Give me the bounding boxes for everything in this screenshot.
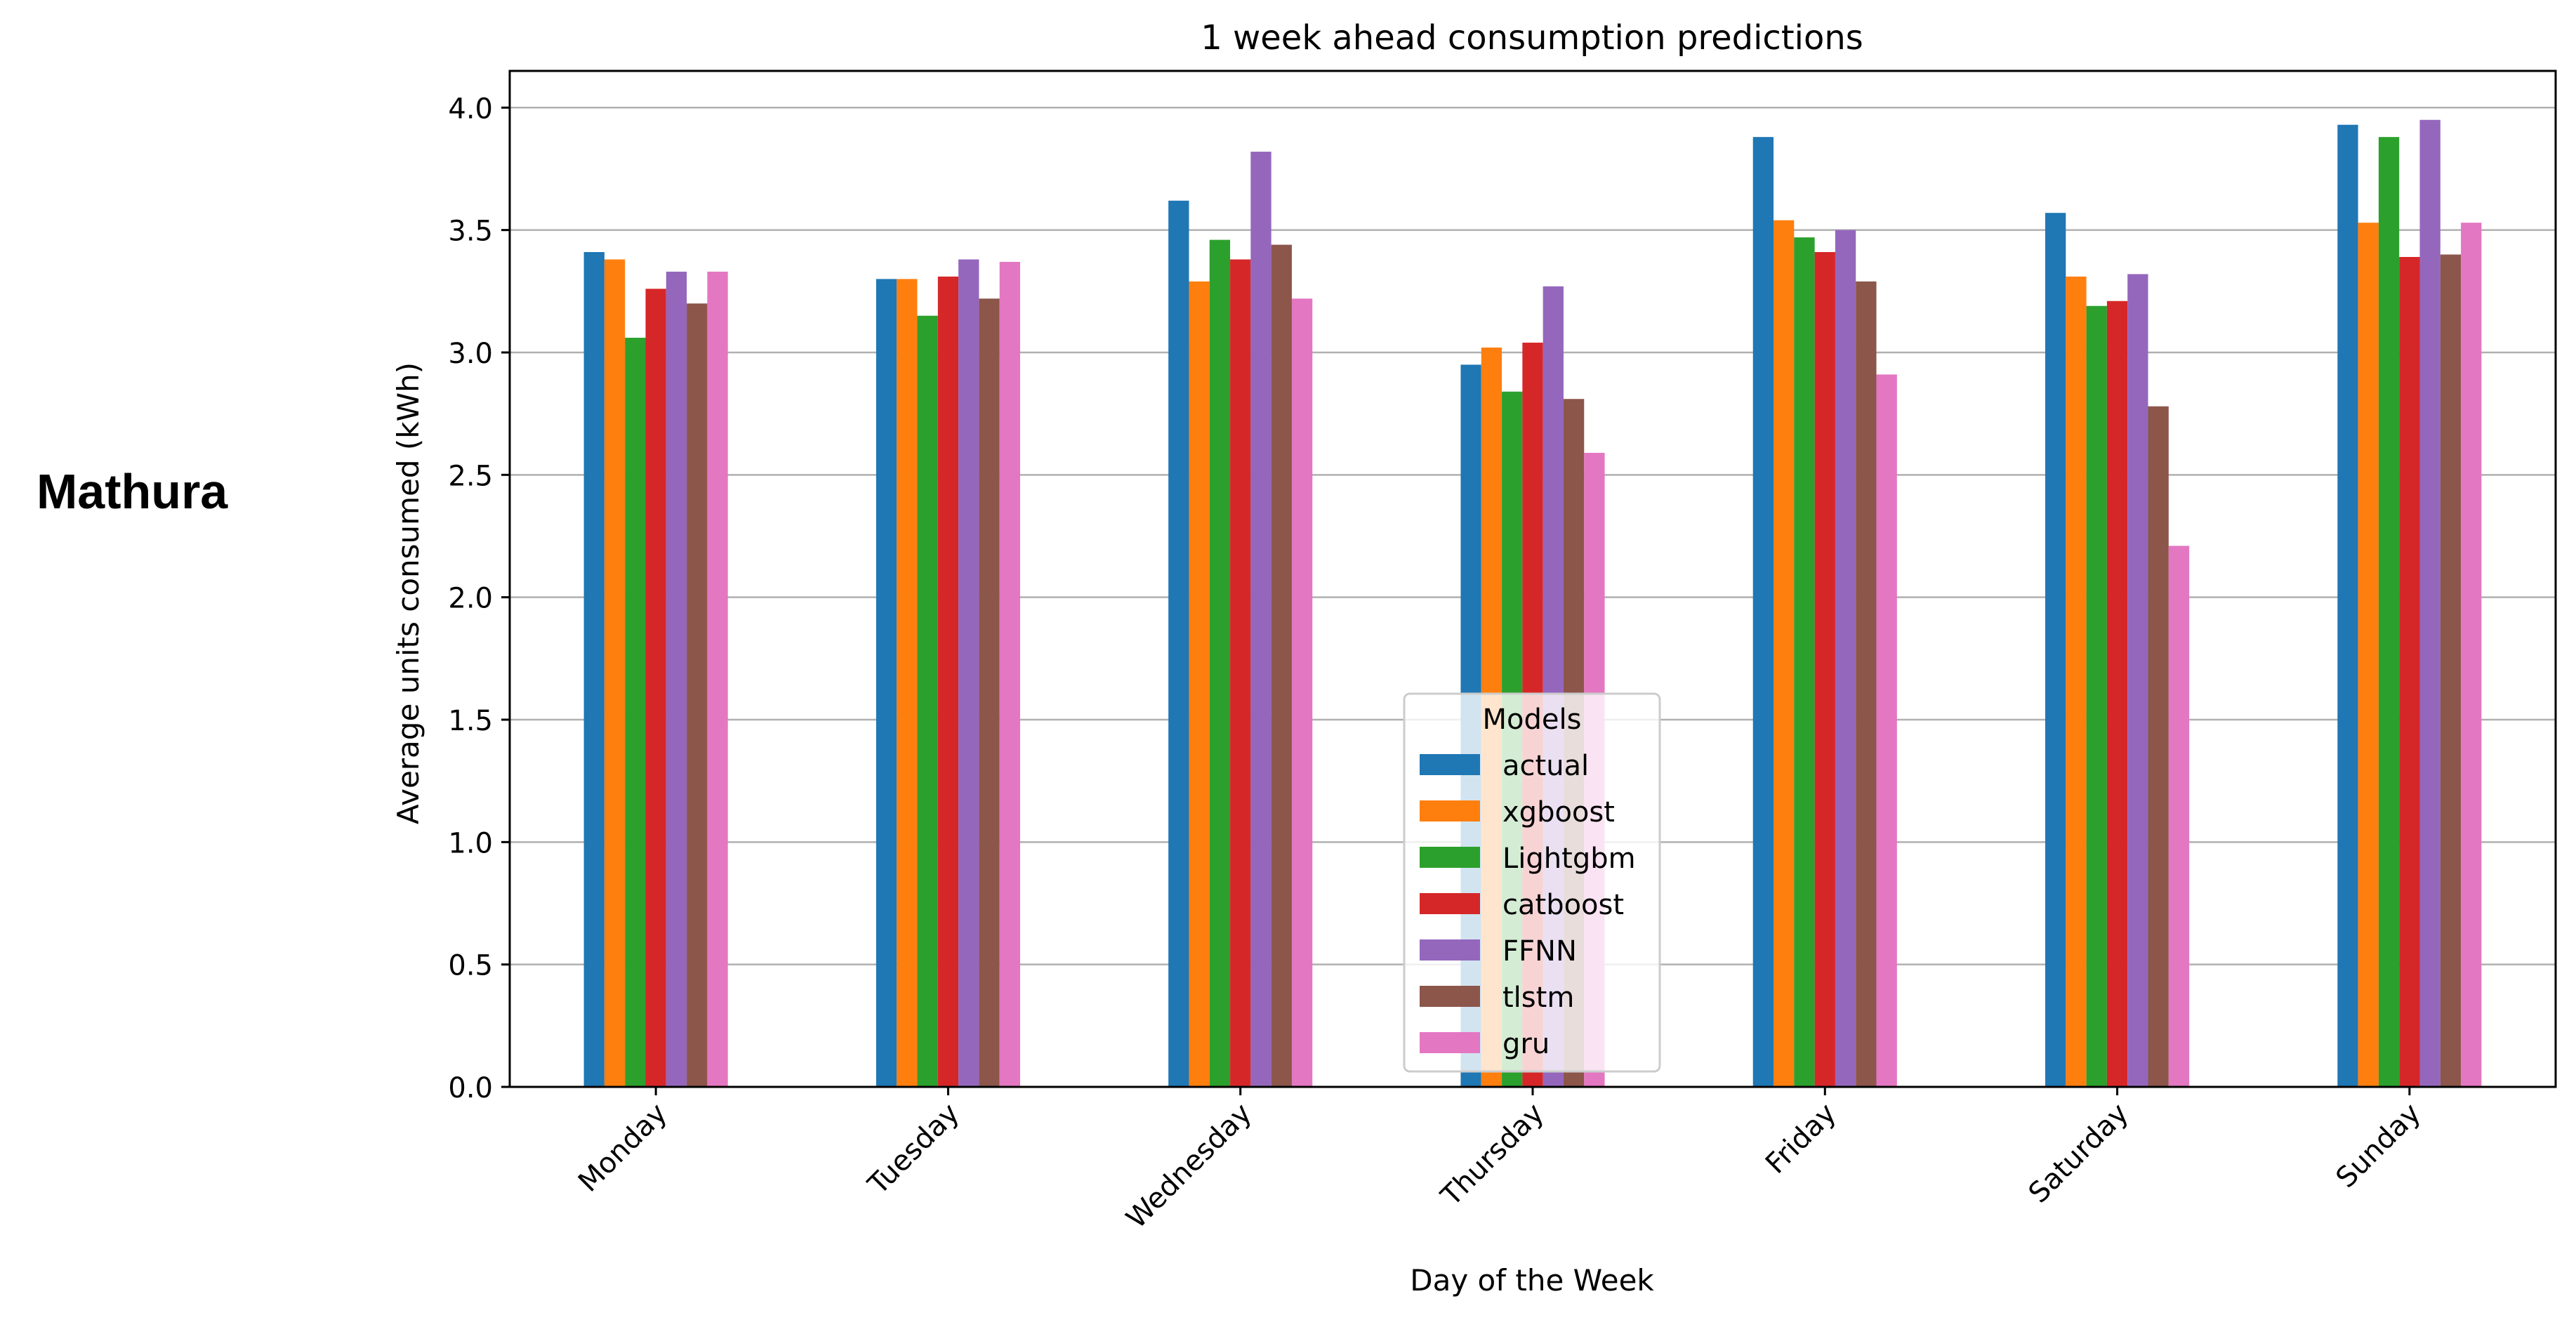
bar-ffnn-wednesday (1250, 152, 1272, 1088)
y-axis-label: Average units consumed (kWh) (391, 362, 425, 824)
y-tick-label: 0.5 (448, 950, 493, 982)
bar-catboost-saturday (2106, 301, 2128, 1088)
bar-gru-friday (1876, 374, 1897, 1087)
legend-swatch-lightgbm (1420, 847, 1480, 868)
bar-lightgbm-friday (1794, 237, 1815, 1088)
bar-lightgbm-tuesday (917, 315, 938, 1088)
bar-catboost-tuesday (937, 276, 959, 1088)
bar-xgboost-wednesday (1189, 281, 1210, 1087)
bar-actual-saturday (2045, 213, 2066, 1087)
bar-gru-saturday (2168, 546, 2190, 1087)
bar-ffnn-monday (666, 271, 687, 1088)
legend-swatch-tlstm (1420, 986, 1480, 1007)
y-tick-label: 2.0 (448, 583, 493, 615)
bar-catboost-sunday (2399, 256, 2420, 1087)
legend-box (1403, 692, 1661, 1073)
legend-swatch-ffnn (1420, 939, 1480, 961)
bar-actual-friday (1752, 137, 1774, 1087)
x-tick-label: Thursday (1434, 1097, 1550, 1213)
y-tick-label: 0.0 (448, 1072, 493, 1104)
bar-ffnn-saturday (2127, 274, 2148, 1087)
bar-actual-monday (583, 252, 605, 1087)
legend-swatch-gru (1420, 1032, 1480, 1053)
bar-actual-wednesday (1168, 200, 1189, 1087)
legend-label-xgboost: xgboost (1502, 796, 1615, 829)
x-tick-label: Friday (1759, 1097, 1842, 1180)
y-tick-label: 3.0 (448, 338, 493, 370)
legend-title: Models (1483, 704, 1582, 736)
legend-label-actual: actual (1502, 750, 1589, 782)
legend-label-tlstm: tlstm (1502, 982, 1574, 1014)
bar-tlstm-saturday (2148, 406, 2169, 1087)
legend-label-ffnn: FFNN (1502, 935, 1577, 968)
bar-ffnn-tuesday (958, 259, 979, 1088)
y-tick-label: 1.0 (448, 827, 493, 859)
bar-actual-tuesday (876, 279, 897, 1087)
x-tick-label: Saturday (2023, 1097, 2135, 1210)
bar-group (583, 119, 2482, 1088)
legend-label-catboost: catboost (1502, 889, 1624, 921)
y-axis-ticks: 0.0 0.5 1.0 1.5 2.0 2.5 3.0 3.5 4.0 (448, 93, 510, 1104)
bar-gru-monday (707, 271, 728, 1088)
bar-ffnn-friday (1835, 230, 1856, 1087)
x-tick-label: Monday (572, 1097, 673, 1199)
legend-swatch-catboost (1420, 893, 1480, 914)
y-tick-label: 4.0 (448, 93, 493, 125)
bar-xgboost-friday (1774, 220, 1795, 1088)
bar-lightgbm-wednesday (1209, 239, 1231, 1087)
x-tick-label: Tuesday (861, 1097, 965, 1201)
legend-swatch-xgboost (1420, 800, 1480, 821)
x-axis-label: Day of the Week (1410, 1263, 1654, 1298)
chart-title: 1 week ahead consumption predictions (1201, 18, 1863, 58)
bar-actual-sunday (2337, 124, 2358, 1087)
bar-lightgbm-monday (625, 338, 646, 1087)
x-tick-label: Wednesday (1120, 1097, 1257, 1235)
legend: Models actual xgboost Lightgbm catboost FFNN t… (1403, 692, 1661, 1073)
location-label: Mathura (37, 464, 228, 519)
bar-catboost-monday (645, 289, 666, 1087)
bar-ffnn-sunday (2419, 119, 2440, 1087)
bar-catboost-wednesday (1230, 259, 1251, 1088)
bar-tlstm-monday (687, 303, 708, 1087)
bar-tlstm-sunday (2440, 254, 2462, 1088)
bar-xgboost-monday (604, 259, 626, 1088)
bar-gru-wednesday (1291, 298, 1313, 1087)
bar-xgboost-sunday (2358, 223, 2379, 1087)
bar-xgboost-saturday (2066, 276, 2087, 1088)
bar-catboost-friday (1814, 252, 1835, 1087)
y-tick-label: 1.5 (448, 705, 493, 737)
bar-lightgbm-sunday (2378, 137, 2400, 1087)
x-axis-ticks: Monday Tuesday Wednesday Thursday Friday Satu… (572, 1087, 2427, 1235)
y-tick-label: 2.5 (448, 460, 493, 492)
bar-tlstm-wednesday (1271, 244, 1292, 1087)
x-tick-label: Sunday (2330, 1097, 2427, 1194)
y-tick-label: 3.5 (448, 216, 493, 248)
legend-label-gru: gru (1502, 1028, 1550, 1060)
legend-swatch-actual (1420, 754, 1480, 775)
bar-tlstm-tuesday (979, 298, 1000, 1087)
bar-gru-tuesday (999, 261, 1020, 1087)
legend-label-lightgbm: Lightgbm (1502, 843, 1636, 875)
bar-lightgbm-saturday (2086, 305, 2107, 1087)
bar-xgboost-tuesday (897, 279, 918, 1087)
bar-gru-sunday (2461, 223, 2482, 1087)
bar-tlstm-friday (1856, 281, 1877, 1087)
